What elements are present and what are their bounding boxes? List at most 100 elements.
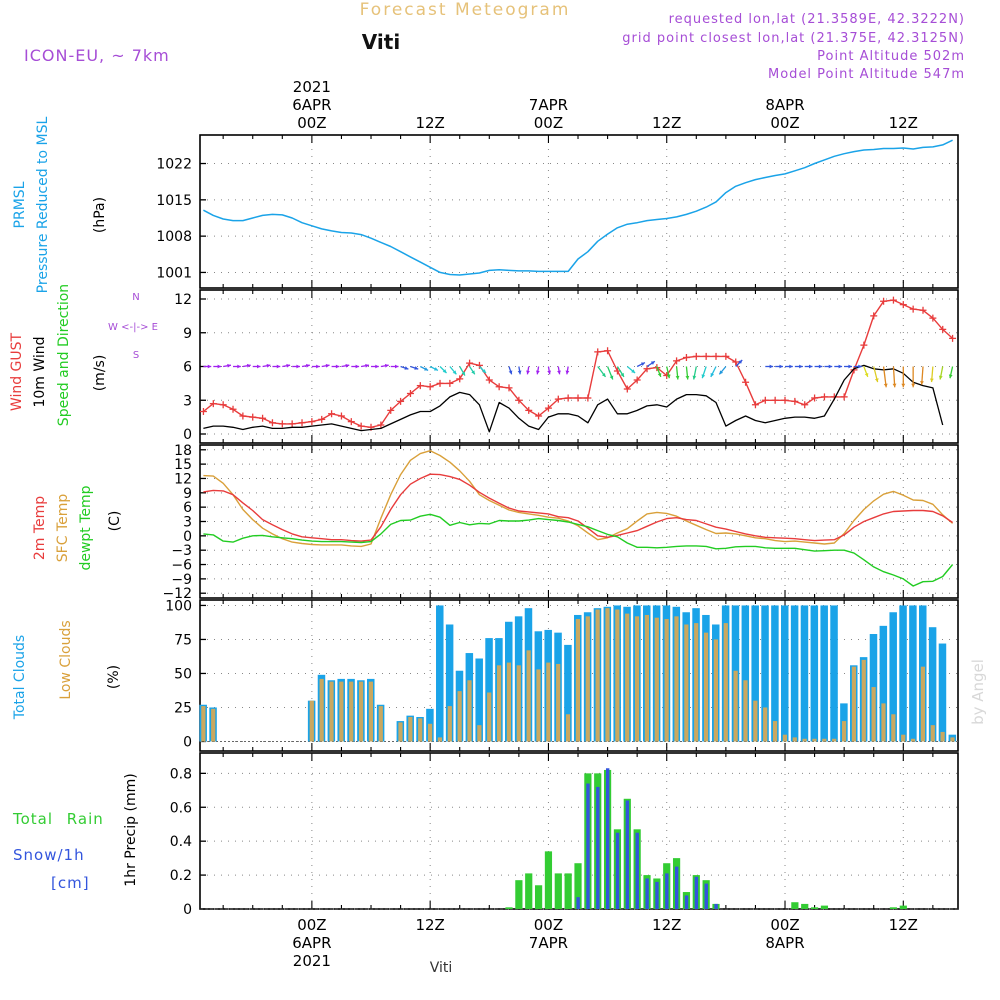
bottom-time-label: 2021 bbox=[293, 952, 331, 970]
wind-speed-line bbox=[203, 364, 944, 433]
temp-2m-line bbox=[203, 473, 953, 542]
low-clouds-bar bbox=[812, 738, 817, 742]
point-altitude: Point Altitude 502m bbox=[817, 49, 965, 64]
wind-direction-arrowhead bbox=[938, 375, 943, 380]
pressure-ytick-label: 1008 bbox=[156, 229, 192, 245]
low-clouds-bar bbox=[782, 734, 788, 742]
total-clouds-bar bbox=[820, 605, 828, 742]
precip-side-labels: Total Rain Snow/1h [cm] 1hr Precip (mm) bbox=[12, 773, 139, 892]
snow-bar bbox=[714, 903, 718, 909]
snow-bar bbox=[674, 866, 679, 909]
low-clouds-bar bbox=[585, 616, 590, 742]
compass-west-east: W <-|-> E bbox=[108, 322, 158, 333]
wind-direction-arrowhead bbox=[246, 363, 251, 368]
low-clouds-bar bbox=[654, 617, 659, 742]
total-clouds-bar bbox=[889, 612, 897, 742]
wind-direction-arrowhead bbox=[433, 367, 438, 371]
snow-bar bbox=[684, 895, 689, 909]
low-clouds-bar bbox=[329, 681, 334, 742]
clouds-ytick-label: 0 bbox=[183, 734, 192, 750]
pressure-side-labels: PRMSL Pressure Reduced to MSL (hPa) bbox=[12, 116, 108, 293]
wind-direction-arrowhead bbox=[779, 364, 783, 369]
panel-precipitation: 0 0.2 0.4 0.6 0.8 bbox=[170, 752, 959, 918]
low-clouds-bar bbox=[940, 731, 945, 742]
wind-direction-arrowhead bbox=[609, 375, 614, 380]
pressure-line bbox=[203, 139, 953, 276]
pressure-label-prmsl: PRMSL bbox=[12, 181, 28, 228]
wind-direction-arrowhead bbox=[701, 374, 706, 379]
wind-direction-arrowhead bbox=[452, 370, 457, 375]
temperature-ytick-label: −3 bbox=[171, 543, 192, 559]
wind-direction-arrowhead bbox=[207, 364, 212, 369]
low-clouds-bar bbox=[851, 666, 857, 742]
wind-direction-arrowhead bbox=[306, 363, 310, 368]
temperature-side-labels: 2m Temp SFC Temp dewpt Temp (C) bbox=[32, 485, 123, 570]
top-time-label: 00Z bbox=[770, 114, 799, 132]
snow-bar bbox=[704, 883, 708, 909]
low-clouds-bar bbox=[546, 662, 551, 742]
wind-direction-arrowhead bbox=[892, 383, 897, 388]
low-clouds-bar bbox=[920, 666, 926, 742]
wind-direction-arrowhead bbox=[883, 383, 888, 388]
top-time-label: 12Z bbox=[889, 114, 918, 132]
wind-side-labels: Wind GUST 10m Wind Speed and Direction (… bbox=[9, 284, 158, 426]
temperature-ytick-label: 6 bbox=[183, 500, 192, 516]
low-clouds-bar bbox=[930, 725, 935, 742]
wind-direction-arrowhead bbox=[675, 375, 680, 380]
top-time-label: 00Z bbox=[534, 114, 563, 132]
snow-bar bbox=[576, 897, 580, 909]
wind-label-unit: (m/s) bbox=[92, 355, 108, 392]
snow-bar bbox=[625, 800, 630, 909]
pressure-ytick-label: 1015 bbox=[156, 193, 192, 209]
low-clouds-bar bbox=[526, 650, 531, 742]
wind-direction-arrowhead bbox=[404, 366, 409, 370]
wind-direction-arrowhead bbox=[257, 364, 261, 369]
sfc-temp-line bbox=[203, 450, 954, 548]
low-clouds-bar bbox=[674, 616, 679, 742]
model-name: ICON-EU, ~ 7km bbox=[24, 46, 170, 65]
wind-ytick-label: 9 bbox=[183, 326, 192, 342]
wind-direction-arrowhead bbox=[395, 364, 399, 369]
low-clouds-bar bbox=[881, 703, 886, 742]
low-clouds-bar bbox=[467, 680, 472, 742]
low-clouds-bar bbox=[349, 681, 354, 742]
wind-direction-arrowhead bbox=[461, 371, 465, 376]
wind-ytick-label: 0 bbox=[183, 427, 192, 443]
rain-bar bbox=[515, 880, 523, 909]
low-clouds-bar bbox=[457, 691, 462, 742]
compass-north: N bbox=[132, 292, 139, 303]
wind-direction-arrowhead bbox=[864, 372, 869, 377]
wind-direction-arrowhead bbox=[547, 370, 552, 375]
top-time-label: 12Z bbox=[415, 114, 444, 132]
wind-direction-arrowhead bbox=[365, 363, 369, 368]
wind-direction-arrowhead bbox=[424, 367, 429, 371]
wind-direction-arrowhead bbox=[355, 364, 360, 369]
total-clouds-bar bbox=[741, 605, 750, 742]
precip-label-snow: Snow/1h bbox=[13, 846, 85, 864]
panels: 1001100810151022036912−12−9−6−3036912151… bbox=[156, 134, 959, 918]
low-clouds-bar bbox=[319, 678, 324, 742]
pressure-label-desc: Pressure Reduced to MSL bbox=[35, 116, 51, 293]
wind-direction-arrowhead bbox=[901, 383, 906, 388]
total-clouds-bar bbox=[909, 605, 917, 742]
total-clouds-bar bbox=[761, 605, 769, 742]
wind-direction-arrowhead bbox=[789, 364, 793, 369]
wind-direction-arrowhead bbox=[335, 364, 340, 369]
low-clouds-bar bbox=[605, 608, 610, 742]
wind-direction-arrowhead bbox=[738, 360, 743, 364]
low-clouds-bar bbox=[792, 737, 797, 742]
snow-bar bbox=[596, 786, 600, 909]
low-clouds-bar bbox=[211, 708, 216, 742]
rain-bar bbox=[544, 851, 553, 909]
total-clouds-bar bbox=[810, 605, 819, 742]
rain-bar bbox=[505, 907, 513, 909]
bottom-time-label: 12Z bbox=[652, 916, 681, 934]
total-clouds-bar bbox=[928, 627, 937, 742]
wind-direction-arrowhead bbox=[442, 369, 447, 373]
top-time-label: 12Z bbox=[652, 114, 681, 132]
pressure-ytick-label: 1001 bbox=[156, 265, 192, 281]
wind-direction-arrowhead bbox=[874, 378, 879, 383]
total-clouds-bar bbox=[879, 625, 888, 742]
wind-direction-arrowhead bbox=[375, 364, 379, 369]
